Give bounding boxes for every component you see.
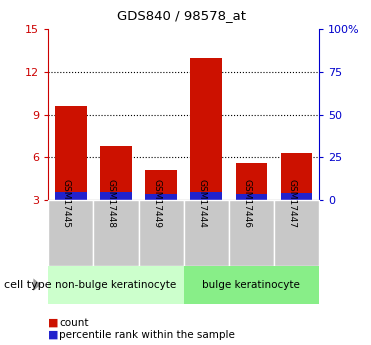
Bar xyxy=(55,192,86,200)
Text: GSM17448: GSM17448 xyxy=(107,179,116,228)
Text: GDS840 / 98578_at: GDS840 / 98578_at xyxy=(117,9,246,22)
Bar xyxy=(100,146,132,200)
Bar xyxy=(281,193,312,200)
Bar xyxy=(93,200,138,266)
Bar xyxy=(145,194,177,200)
Text: GSM17444: GSM17444 xyxy=(197,179,206,228)
Text: percentile rank within the sample: percentile rank within the sample xyxy=(59,330,235,339)
Text: cell type: cell type xyxy=(4,280,51,289)
Bar xyxy=(48,200,93,266)
Bar xyxy=(145,170,177,200)
Bar xyxy=(190,58,222,200)
Bar xyxy=(184,200,229,266)
Bar xyxy=(48,266,184,304)
Text: GSM17447: GSM17447 xyxy=(288,179,296,228)
Bar xyxy=(281,153,312,200)
Bar xyxy=(274,200,319,266)
Bar xyxy=(236,163,267,200)
Bar xyxy=(190,191,222,200)
Text: bulge keratinocyte: bulge keratinocyte xyxy=(203,280,300,289)
Bar xyxy=(138,200,184,266)
Text: ■: ■ xyxy=(48,330,59,339)
Bar xyxy=(229,200,274,266)
Text: count: count xyxy=(59,318,89,327)
Bar xyxy=(236,194,267,200)
Text: GSM17446: GSM17446 xyxy=(242,179,252,228)
Text: GSM17445: GSM17445 xyxy=(62,179,71,228)
Text: GSM17449: GSM17449 xyxy=(152,179,161,228)
Polygon shape xyxy=(33,278,41,291)
Bar xyxy=(55,106,86,200)
Bar xyxy=(184,266,319,304)
Text: non-bulge keratinocyte: non-bulge keratinocyte xyxy=(55,280,177,289)
Text: ■: ■ xyxy=(48,318,59,327)
Bar xyxy=(100,192,132,200)
